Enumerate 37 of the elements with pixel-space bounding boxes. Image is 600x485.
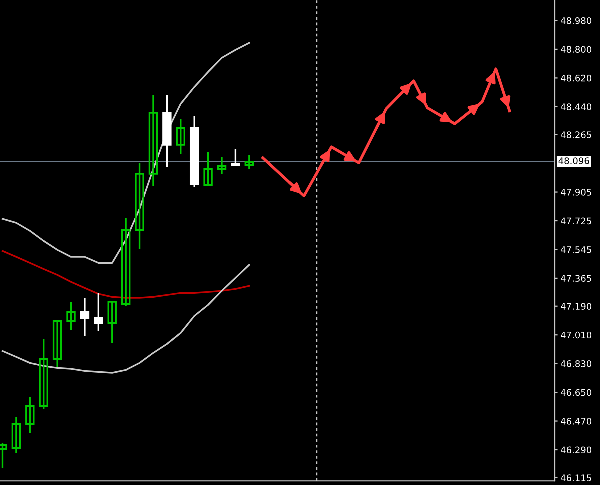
candlestick (204, 151, 213, 186)
y-tick-label: 48.980 (560, 17, 592, 24)
y-tick-label: 46.115 (560, 474, 592, 482)
candlestick (39, 338, 48, 410)
candlestick (217, 156, 227, 175)
y-tick-label: 46.830 (560, 360, 592, 368)
candlestick (12, 416, 22, 454)
y-tick-label: 46.470 (560, 418, 592, 425)
candlestick (26, 396, 35, 434)
line-series (262, 68, 512, 198)
candlestick (148, 94, 158, 187)
y-tick-label: 47.190 (560, 303, 592, 310)
y-tick-label: 47.725 (560, 218, 592, 225)
ref-line-label: 48.096 (558, 158, 590, 164)
line-series (2, 250, 250, 299)
y-tick-label: 47.365 (560, 275, 592, 282)
candlestick (121, 217, 131, 307)
y-tick-label: 47.010 (560, 332, 592, 339)
y-tick-label: 47.545 (560, 246, 592, 254)
y-tick-label: 46.290 (560, 446, 592, 454)
candlestick (52, 320, 62, 368)
line-series (2, 264, 250, 374)
y-tick-label: 48.800 (560, 46, 592, 54)
y-tick-label: 48.265 (560, 132, 592, 138)
candlestick (244, 154, 254, 170)
candlestick (231, 148, 240, 166)
y-tick-label: 48.620 (560, 74, 592, 82)
y-tick-label: 46.650 (560, 389, 592, 396)
candlestick (80, 297, 90, 338)
candlestick (135, 162, 144, 250)
candlestick (108, 301, 117, 344)
line-series (2, 42, 250, 264)
candlestick (66, 301, 76, 331)
candlestick (176, 118, 186, 155)
candlestick (94, 292, 104, 332)
y-tick-label: 48.440 (560, 104, 592, 110)
y-tick-label: 47.905 (560, 189, 592, 196)
